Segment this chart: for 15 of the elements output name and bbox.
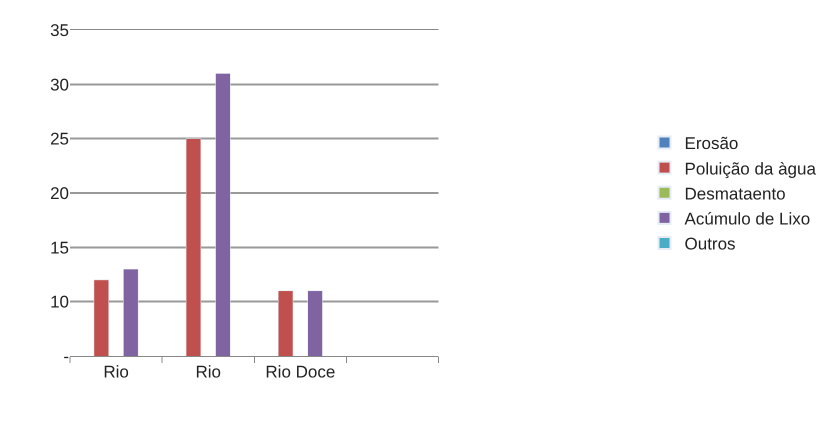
y-tick-label: 15 <box>50 238 69 258</box>
x-tick-label: Rio Doce <box>265 362 336 382</box>
x-tick-label: Rio <box>195 362 221 382</box>
legend-label: Poluição da àgua <box>684 159 816 178</box>
legend-label: Acúmulo de Lixo <box>684 209 810 228</box>
y-tick-label: 20 <box>50 184 69 203</box>
y-tick-label: 10 <box>50 292 69 312</box>
y-tick-label: 30 <box>50 75 69 94</box>
legend-label: Erosão <box>684 134 738 154</box>
y-tick-label: 25 <box>50 130 69 149</box>
y-tick-label: - <box>63 346 69 366</box>
y-tick-label: 35 <box>50 20 69 40</box>
legend-label: Outros <box>684 234 736 254</box>
legend-label: Desmataento <box>684 184 786 204</box>
x-tick-label: Rio <box>103 362 129 382</box>
